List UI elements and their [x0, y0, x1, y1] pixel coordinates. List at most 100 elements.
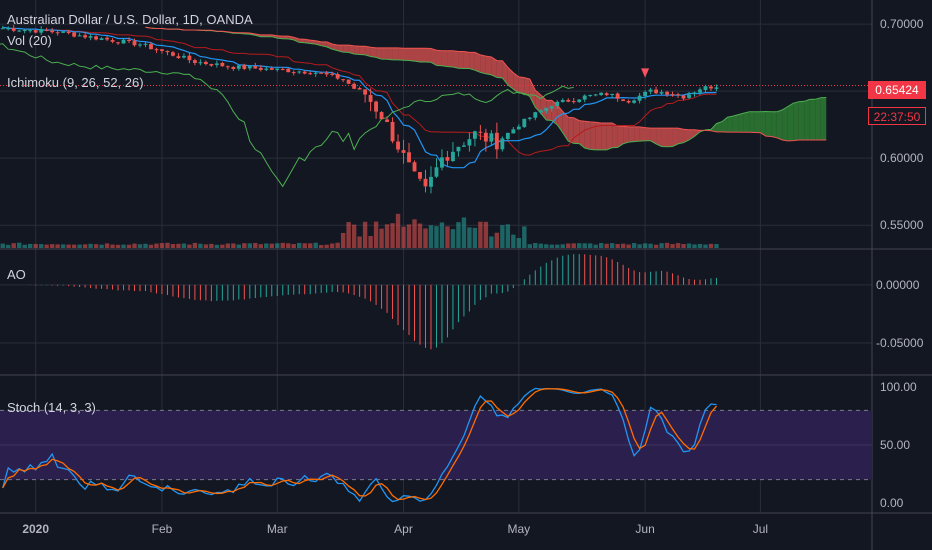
candle-body	[626, 100, 631, 103]
volume-bar	[38, 244, 44, 248]
stoch-indicator-label[interactable]: Stoch (14, 3, 3)	[7, 400, 96, 415]
volume-bar	[714, 244, 719, 248]
time-tick-label: Mar	[267, 522, 288, 536]
cloud-segment	[381, 47, 388, 60]
ichimoku-indicator-label[interactable]: Ichimoku (9, 26, 52, 26)	[7, 75, 144, 90]
volume-bar	[209, 243, 214, 248]
volume-bar	[71, 244, 77, 248]
countdown-badge: 22:37:50	[868, 107, 926, 125]
candle-body	[467, 139, 472, 146]
candle-body	[593, 94, 598, 96]
volume-bar	[555, 244, 560, 248]
volume-bar	[681, 243, 686, 248]
cloud-segment	[815, 97, 821, 140]
candle-body	[423, 178, 428, 187]
volume-bar	[390, 223, 395, 248]
cloud-segment	[359, 46, 366, 55]
volume-bar	[670, 244, 675, 248]
candle-body	[61, 31, 66, 33]
candle-body	[440, 157, 444, 168]
symbol-title[interactable]: Australian Dollar / U.S. Dollar, 1D, OAN…	[7, 12, 253, 27]
candle-body	[516, 126, 521, 130]
candle-body	[511, 129, 516, 134]
time-tick-label: Feb	[152, 522, 173, 536]
candle-body	[538, 110, 543, 113]
candle-body	[648, 89, 653, 92]
candle-body	[236, 65, 241, 69]
candle-body	[138, 44, 142, 46]
cloud-segment	[661, 128, 668, 147]
time-tick-label: Apr	[394, 522, 413, 536]
candle-body	[698, 89, 702, 93]
volume-bar	[357, 236, 362, 248]
senkou-span-b	[145, 26, 827, 142]
cloud-segment	[452, 50, 459, 69]
candle-body	[94, 36, 98, 40]
cloud-segment	[430, 48, 437, 66]
senkou-span-a	[145, 26, 827, 151]
cloud-segment	[348, 45, 355, 55]
cloud-segment	[771, 111, 777, 138]
volume-bar	[0, 243, 5, 248]
price-tick-label: 0.70000	[880, 17, 924, 31]
cloud-segment	[667, 128, 673, 147]
cloud-segment	[590, 121, 596, 150]
candle-body	[225, 66, 230, 68]
volume-indicator-label[interactable]: Vol (20)	[7, 33, 52, 48]
candle-body	[643, 91, 648, 97]
stoch-tick-label: 100.00	[880, 380, 917, 394]
candle-body	[489, 133, 494, 142]
volume-bar	[582, 243, 587, 248]
cloud-segment	[595, 122, 602, 150]
volume-bar	[379, 228, 384, 248]
volume-bar	[44, 244, 49, 248]
candle-body	[247, 66, 252, 69]
volume-bar	[434, 226, 439, 248]
volume-bar	[708, 243, 714, 248]
candle-body	[11, 28, 16, 31]
volume-bar	[340, 232, 346, 248]
cloud-segment	[343, 45, 349, 53]
cloud-segment	[354, 45, 360, 55]
candle-body	[692, 92, 697, 95]
cloud-segment	[507, 67, 514, 90]
volume-bar	[110, 244, 115, 248]
candle-body	[83, 35, 88, 38]
candle-body	[533, 112, 538, 118]
candle-body	[214, 63, 219, 65]
volume-bar	[642, 243, 648, 248]
cloud-segment	[793, 101, 799, 141]
last-price-badge: 0.65424	[868, 81, 926, 99]
candle-body	[72, 32, 77, 37]
candle-body	[549, 106, 554, 109]
cloud-segment	[606, 122, 613, 150]
cloud-segment	[502, 60, 508, 85]
candle-body	[544, 107, 549, 112]
volume-bar	[648, 243, 653, 248]
volume-bar	[308, 243, 313, 248]
volume-bar	[176, 243, 181, 248]
volume-bar	[302, 243, 307, 248]
volume-bar	[384, 224, 390, 248]
candle-body	[505, 132, 510, 139]
candle-body	[182, 55, 186, 58]
candle-body	[676, 94, 680, 96]
candle-body	[527, 117, 532, 119]
volume-bar	[297, 242, 302, 248]
volume-bar	[522, 226, 527, 248]
candle-body	[264, 68, 269, 70]
candle-body	[418, 172, 422, 179]
candle-body	[703, 86, 708, 90]
tenkan-line	[2, 26, 717, 169]
cloud-segment	[463, 51, 470, 69]
volume-bar	[49, 244, 55, 248]
volume-bar	[126, 244, 132, 248]
cloud-segment	[469, 52, 475, 71]
cloud-segment	[738, 113, 744, 133]
candle-body	[478, 131, 483, 133]
cloud-segment	[716, 121, 722, 132]
ao-indicator-label[interactable]: AO	[7, 267, 26, 282]
volume-bar	[214, 244, 220, 248]
candle-body	[451, 151, 455, 161]
